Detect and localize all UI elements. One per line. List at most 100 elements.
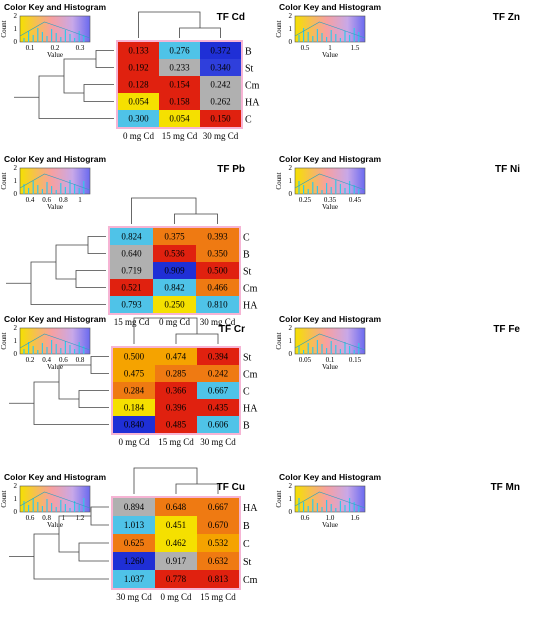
cell-value: 0.451 xyxy=(166,520,186,530)
heatmap-cell xyxy=(113,516,155,534)
cell-value: 0.894 xyxy=(124,502,145,512)
column-label: 15 mg Cd xyxy=(158,437,194,447)
cell-value: 0.394 xyxy=(208,352,229,362)
key-y-tick: 0 xyxy=(289,190,293,198)
row-dendrogram xyxy=(6,236,106,305)
cell-value: 0.648 xyxy=(166,502,187,512)
key-y-label: Count xyxy=(0,490,8,507)
heatmap-panel: Color Key and Histogram Count 0 1 2 0.6 1.0 1.6… xyxy=(275,472,520,529)
cell-value: 0.393 xyxy=(207,232,228,242)
density-curve xyxy=(19,21,91,39)
cell-value: 0.366 xyxy=(166,386,187,396)
heatmap-cell xyxy=(113,416,155,433)
key-y-tick: 0 xyxy=(289,38,293,46)
cell-value: 0.150 xyxy=(210,114,231,124)
cell-value: 0.158 xyxy=(169,97,190,107)
heatmap-cell xyxy=(200,93,241,110)
panel-title: TF Pb xyxy=(217,164,245,175)
column-label: 0 mg Cd xyxy=(159,317,191,327)
heatmap-panel: Color Key and Histogram Count 0 1 2 0.6 0.8 1 1.… xyxy=(0,467,258,602)
cell-value: 0.824 xyxy=(121,232,142,242)
heatmap-cell xyxy=(197,570,239,588)
panel-title: TF Cr xyxy=(219,324,245,335)
row-label: HA xyxy=(243,301,258,312)
row-label: C xyxy=(243,233,250,244)
key-y-tick: 2 xyxy=(14,482,18,490)
density-curve xyxy=(294,173,366,191)
color-key-title: Color Key and Histogram xyxy=(4,154,106,164)
heatmap-cell xyxy=(113,552,155,570)
key-y-tick: 2 xyxy=(14,324,18,332)
key-y-label: Count xyxy=(275,20,283,37)
heatmap-cell xyxy=(196,279,239,296)
heatmap-cell xyxy=(197,552,239,570)
cell-value: 0.640 xyxy=(121,249,142,259)
heatmap-cell xyxy=(110,296,153,313)
key-x-tick: 0.8 xyxy=(76,356,85,364)
heatmap-cell xyxy=(110,228,153,245)
cell-value: 1.013 xyxy=(124,520,145,530)
key-x-tick: 0.05 xyxy=(299,356,312,364)
key-x-tick: 0.2 xyxy=(26,356,35,364)
panel-title: TF Cu xyxy=(217,482,245,493)
row-label: Cm xyxy=(243,284,258,295)
column-dendrogram xyxy=(131,197,218,224)
panel-title: TF Ni xyxy=(495,164,520,175)
color-key-title: Color Key and Histogram xyxy=(279,314,381,324)
cell-value: 0.500 xyxy=(124,352,145,362)
heatmap-cell xyxy=(113,365,155,382)
panel-title: TF Zn xyxy=(493,12,520,23)
heatmap-cell xyxy=(197,534,239,552)
cell-value: 0.262 xyxy=(210,97,230,107)
row-label: Cm xyxy=(245,81,260,92)
heatmap-cell xyxy=(159,42,200,59)
key-y-tick: 0 xyxy=(14,508,18,516)
key-y-tick: 1 xyxy=(289,337,293,345)
heatmap-cell xyxy=(118,76,159,93)
heatmap-cell xyxy=(113,570,155,588)
cell-value: 0.154 xyxy=(169,80,190,90)
heatmap-cell xyxy=(155,516,197,534)
heatmap-cell xyxy=(153,262,196,279)
row-label: C xyxy=(243,387,250,398)
row-label: HA xyxy=(243,503,258,514)
key-x-label: Value xyxy=(322,51,338,59)
key-x-tick: 1.0 xyxy=(326,514,335,522)
key-x-tick: 0.8 xyxy=(59,196,68,204)
column-label: 0 mg Cd xyxy=(118,437,150,447)
cell-value: 0.670 xyxy=(208,520,229,530)
key-x-tick: 0.4 xyxy=(26,196,35,204)
cell-value: 1.037 xyxy=(124,574,145,584)
key-x-label: Value xyxy=(322,521,338,529)
cell-value: 0.372 xyxy=(210,46,230,56)
heatmap-cell xyxy=(200,76,241,93)
heatmap-cell xyxy=(113,498,155,516)
key-x-label: Value xyxy=(322,363,338,371)
row-label: HA xyxy=(243,404,258,415)
key-y-label: Count xyxy=(275,332,283,349)
heatmap-cell xyxy=(153,245,196,262)
cell-value: 0.842 xyxy=(164,283,184,293)
heatmap-cell xyxy=(197,416,239,433)
cell-value: 0.532 xyxy=(208,538,228,548)
cell-value: 0.375 xyxy=(164,232,185,242)
row-label: St xyxy=(243,267,252,278)
cell-value: 0.474 xyxy=(166,352,187,362)
heatmap-cell xyxy=(159,93,200,110)
key-y-tick: 2 xyxy=(289,164,293,172)
density-curve xyxy=(19,333,91,351)
key-y-label: Count xyxy=(0,20,8,37)
cell-value: 0.350 xyxy=(207,249,228,259)
column-dendrogram xyxy=(133,317,219,344)
key-y-tick: 1 xyxy=(14,25,18,33)
key-y-label: Count xyxy=(0,172,8,189)
cell-value: 1.260 xyxy=(124,556,145,566)
cell-value: 0.242 xyxy=(210,80,230,90)
cell-value: 0.485 xyxy=(166,420,187,430)
heatmap-cell xyxy=(200,42,241,59)
heatmap-cell xyxy=(110,279,153,296)
cell-value: 0.909 xyxy=(164,266,185,276)
row-label: St xyxy=(245,64,254,75)
heatmap-cell xyxy=(155,534,197,552)
cell-value: 0.500 xyxy=(207,266,228,276)
